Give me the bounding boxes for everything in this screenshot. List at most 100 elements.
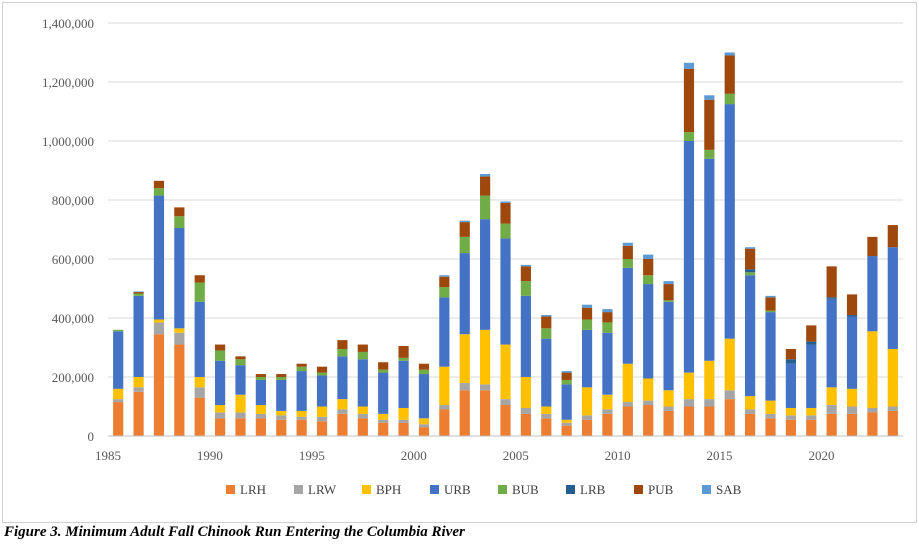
bar-stack <box>439 275 450 436</box>
bar-segment-bub <box>581 319 593 330</box>
bar-segment-urb <box>602 332 613 395</box>
x-tick-label: 2005 <box>503 448 529 463</box>
bar-segment-urb <box>378 372 389 414</box>
bar-segment-pub <box>296 363 307 367</box>
bar-segment-urb <box>541 338 552 407</box>
bar-segment-bph <box>418 418 430 425</box>
bar-segment-bph <box>806 407 817 416</box>
bar-segment-pub <box>561 372 572 380</box>
bar-segment-lrh <box>806 419 817 436</box>
bar-stack <box>683 62 695 436</box>
bar-segment-lrb <box>806 341 817 345</box>
bar-segment-lrh <box>378 422 389 436</box>
bar-segment-urb <box>806 344 817 408</box>
bar-segment-urb <box>785 363 796 408</box>
bar-segment-urb <box>398 360 409 408</box>
bar-segment-urb <box>745 275 756 397</box>
chart-frame: 0 200,000 400,000 600,000 800,000 1,000,000 1,… <box>2 2 917 523</box>
bar-segment-sab <box>581 304 593 308</box>
bar-segment-sab <box>622 242 633 246</box>
bar-stack <box>133 291 144 436</box>
bar-stack <box>113 329 124 436</box>
bar-segment-lrh <box>316 421 328 436</box>
bar-segment-urb <box>113 331 124 389</box>
bar-segment-lrb <box>846 315 858 317</box>
bar-segment-lrw <box>378 419 389 423</box>
bar-segment-lrw <box>643 400 654 406</box>
bar-segment-pub <box>480 176 491 196</box>
bar-stack <box>235 356 246 436</box>
bar-segment-lrh <box>581 419 593 436</box>
bar-segment-urb <box>520 295 531 377</box>
bar-stack <box>480 174 491 436</box>
bar-segment-pub <box>724 55 735 94</box>
bar-segment-urb <box>887 247 898 349</box>
legend-swatch <box>566 485 575 494</box>
bar-segment-lrh <box>867 412 878 436</box>
bar-segment-lrh <box>520 413 531 436</box>
legend-swatch <box>294 485 303 494</box>
bar-segment-lrh <box>826 413 837 436</box>
bar-segment-bph <box>174 328 185 333</box>
bar-segment-bub <box>316 372 328 376</box>
bar-segment-bub <box>378 369 389 373</box>
bar-segment-bub <box>561 379 572 385</box>
bar-segment-lrw <box>276 415 287 420</box>
bars <box>113 52 898 436</box>
bar-segment-urb <box>337 356 348 400</box>
x-tick-label: 1985 <box>95 448 121 463</box>
bar-stack <box>724 52 735 436</box>
bar-segment-lrw <box>215 412 226 419</box>
bar-segment-lrw <box>459 382 470 391</box>
bar-stack <box>581 304 593 436</box>
bar-segment-lrh <box>215 418 226 436</box>
bar-segment-bph <box>316 406 328 417</box>
legend-label: SAB <box>716 482 742 497</box>
bar-segment-bph <box>215 405 226 413</box>
bar-segment-bub <box>765 310 776 313</box>
bar-segment-lrb <box>745 269 756 273</box>
bar-segment-sab <box>704 95 715 100</box>
bar-segment-urb <box>316 375 328 407</box>
bar-segment-lrw <box>153 322 165 335</box>
legend-item-urb: URB <box>430 482 471 497</box>
bar-segment-urb <box>276 379 287 411</box>
bar-segment-lrw <box>867 407 878 413</box>
bar-segment-bph <box>785 407 796 416</box>
figure-caption: Figure 3. Minimum Adult Fall Chinook Run… <box>4 524 465 540</box>
bar-segment-bph <box>194 377 205 388</box>
bar-segment-bph <box>439 366 450 406</box>
bar-segment-sab <box>643 254 654 259</box>
bar-segment-bub <box>255 377 266 380</box>
bar-segment-sab <box>133 291 144 293</box>
bar-stack <box>541 315 552 436</box>
bar-segment-urb <box>581 329 593 388</box>
bar-segment-urb <box>357 359 368 407</box>
x-tick-label: 2000 <box>401 448 427 463</box>
bar-segment-pub <box>704 99 715 150</box>
bar-stack <box>806 325 817 436</box>
bar-segment-lrh <box>704 406 715 436</box>
bar-segment-bph <box>235 394 246 413</box>
bar-segment-lrh <box>643 405 654 436</box>
bar-segment-bub <box>500 223 511 239</box>
bar-segment-lrh <box>133 391 144 436</box>
y-tick-label: 1,000,000 <box>42 134 94 149</box>
bar-segment-bub <box>337 348 348 357</box>
bar-stack <box>663 281 674 436</box>
y-tick-label: 600,000 <box>52 252 94 267</box>
y-tick-label: 1,400,000 <box>42 16 94 31</box>
bar-segment-urb <box>194 301 205 377</box>
bar-stack <box>785 348 796 436</box>
legend-swatch <box>362 485 371 494</box>
bar-segment-bph <box>459 334 470 383</box>
bar-stack <box>174 207 185 436</box>
bar-segment-lrw <box>826 405 837 414</box>
bar-segment-bph <box>745 396 756 410</box>
bar-segment-lrw <box>683 399 695 407</box>
bar-segment-sab <box>459 220 470 223</box>
bar-segment-bub <box>418 369 430 375</box>
bar-segment-bph <box>296 410 307 417</box>
bar-segment-pub <box>378 362 389 370</box>
bar-segment-urb <box>867 256 878 332</box>
